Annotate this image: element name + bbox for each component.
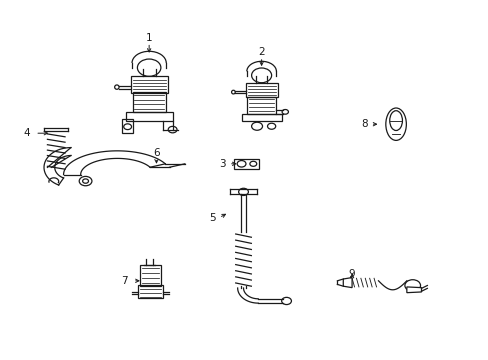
Bar <box>132 92 165 112</box>
Bar <box>138 285 163 298</box>
Bar <box>122 119 133 133</box>
Text: 8: 8 <box>360 119 367 129</box>
Bar <box>130 76 167 93</box>
Bar <box>241 113 281 121</box>
Text: 6: 6 <box>153 148 160 158</box>
Text: 2: 2 <box>258 47 264 57</box>
Bar <box>140 265 161 286</box>
Text: 7: 7 <box>121 276 128 286</box>
Bar <box>233 159 259 169</box>
Text: 4: 4 <box>23 128 30 138</box>
Text: 5: 5 <box>209 213 216 223</box>
Bar <box>246 98 276 113</box>
Polygon shape <box>343 278 351 288</box>
Polygon shape <box>406 287 421 293</box>
Text: 1: 1 <box>145 33 152 43</box>
Bar <box>245 83 277 98</box>
Text: 3: 3 <box>219 159 225 169</box>
Bar <box>125 112 172 121</box>
Text: 9: 9 <box>348 269 355 279</box>
